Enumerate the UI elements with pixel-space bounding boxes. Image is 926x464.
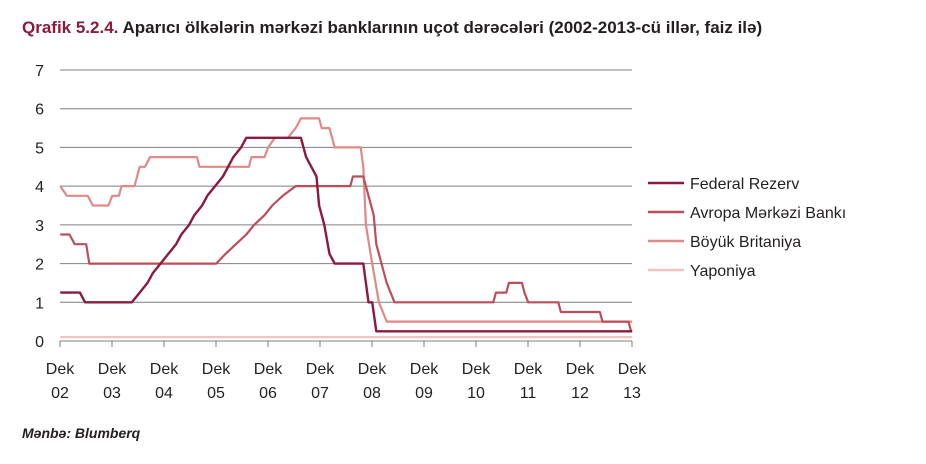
grid-lines (60, 69, 632, 342)
y-tick-label: 2 (35, 257, 44, 274)
chart-title-text: Aparıcı ölkələrin mərkəzi banklarının uç… (122, 18, 763, 37)
x-tick-label-month: Dek (410, 361, 439, 378)
x-tick-label-month: Dek (462, 361, 491, 378)
series-line-uk (59, 117, 633, 323)
x-tick-label-year: 09 (415, 385, 433, 402)
x-tick-label-year: 05 (207, 385, 225, 402)
x-tick-label-year: 08 (363, 385, 381, 402)
x-tick-label-month: Dek (566, 361, 595, 378)
x-tick-label-month: Dek (150, 361, 179, 378)
y-tick-label: 6 (35, 102, 44, 119)
y-tick-label: 1 (35, 295, 44, 312)
x-tick-label-month: Dek (306, 361, 335, 378)
legend-label-uk: Böyük Britaniya (690, 234, 801, 251)
y-tick-label: 7 (35, 63, 44, 80)
chart-number: Qrafik 5.2.4. (22, 18, 119, 37)
legend: Federal Rezerv Avropa Mərkəzi Bankı Böyük … (648, 176, 846, 280)
y-tick-label: 4 (35, 179, 44, 196)
x-tick-label-year: 11 (520, 385, 537, 402)
x-tick-label-month: Dek (514, 361, 543, 378)
x-tick-label-month: Dek (202, 361, 231, 378)
y-tick-label: 0 (35, 334, 44, 351)
x-tick-label-year: 06 (259, 385, 277, 402)
x-tick-label-year: 07 (311, 385, 329, 402)
x-tick-label-year: 04 (155, 385, 173, 402)
x-tick-label-year: 13 (623, 385, 641, 402)
x-tick-label-year: 10 (467, 385, 485, 402)
x-tick-label-year: 12 (571, 385, 589, 402)
x-tick-label-month: Dek (98, 361, 127, 378)
x-tick-label-month: Dek (254, 361, 283, 378)
chart-title: Qrafik 5.2.4. Aparıcı ölkələrin mərkəzi … (22, 18, 762, 38)
x-tick-label-month: Dek (618, 361, 647, 378)
x-tick-label-month: Dek (358, 361, 387, 378)
y-axis-ticks: 0 1 2 3 4 5 6 7 (35, 63, 44, 351)
y-tick-label: 3 (35, 218, 44, 235)
legend-label-federal: Federal Rezerv (690, 176, 799, 193)
legend-label-ecb: Avropa Mərkəzi Bankı (690, 205, 846, 222)
y-tick-label: 5 (35, 140, 44, 157)
legend-label-japan: Yaponiya (690, 263, 756, 280)
x-axis-ticks: Dek 02 Dek 03 Dek 04 Dek 05 Dek 06 Dek 07 Dek 08 Dek 09… (46, 341, 647, 402)
x-tick-label-year: 02 (51, 385, 69, 402)
series-lines (59, 117, 633, 339)
series-line-federal (60, 136, 633, 333)
series-line-ecb (60, 175, 633, 332)
x-tick-label-month: Dek (46, 361, 75, 378)
source-note: Mənbə: Blumberq (22, 425, 141, 441)
x-tick-label-year: 03 (103, 385, 121, 402)
